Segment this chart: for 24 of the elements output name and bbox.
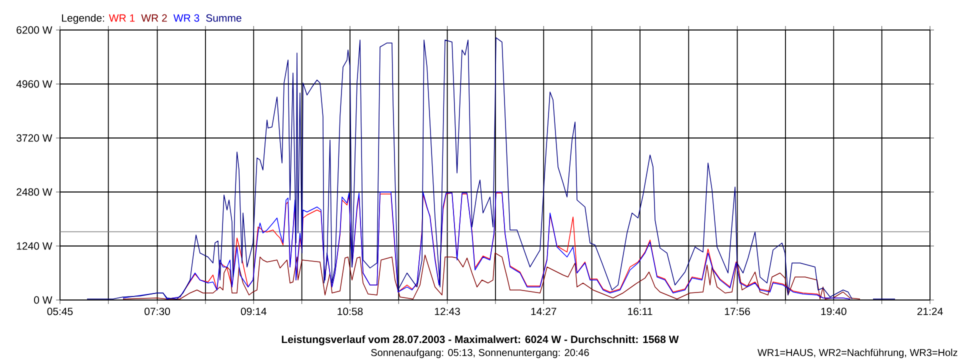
x-tick-label: 21:24	[917, 308, 943, 316]
y-tick-label: 6200 W	[16, 26, 52, 34]
y-tick-label: 4960 W	[16, 80, 52, 88]
text: WR 3	[173, 14, 200, 22]
x-tick-label: 07:30	[144, 308, 170, 316]
x-tick-label: 19:40	[821, 308, 846, 316]
y-tick-label: 3720 W	[16, 134, 52, 142]
x-tick-label: 16:11	[628, 308, 652, 316]
x-tick-label: 14:27	[531, 308, 556, 316]
text: WR1=HAUS, WR2=Nachführung, WR3=Holz	[758, 348, 958, 358]
y-tick-label: 2480 W	[16, 188, 52, 196]
x-tick-label: 05:45	[47, 308, 73, 316]
y-tick-label: 0 W	[34, 296, 52, 304]
text: Summe	[206, 14, 242, 22]
x-tick-label: 17:56	[724, 308, 750, 316]
text: WR 1	[108, 14, 135, 22]
x-tick-label: 12:43	[434, 308, 460, 316]
legend-title: Legende:	[62, 14, 104, 24]
x-tick-label: 10:58	[338, 308, 363, 316]
text: Leistungsverlauf vom 28.07.2003 - Maximalwert: 6024 W - Durchschnitt: 1568 W	[282, 335, 679, 346]
y-tick-label: 1240 W	[16, 242, 52, 250]
x-tick-label: 09:14	[240, 308, 266, 316]
text: WR 2	[141, 14, 167, 22]
text: Sonnenaufgang: 05:13, Sonnenuntergang: 20:46	[371, 348, 589, 358]
